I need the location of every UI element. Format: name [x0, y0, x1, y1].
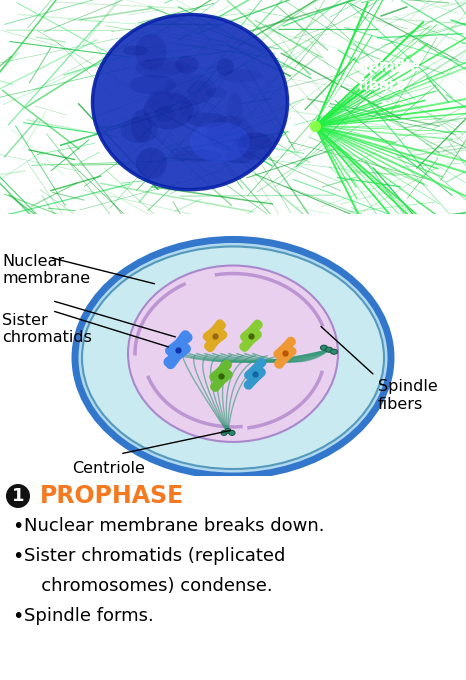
Ellipse shape — [187, 113, 228, 127]
Ellipse shape — [143, 92, 193, 129]
Ellipse shape — [330, 350, 337, 354]
Ellipse shape — [221, 430, 227, 435]
Circle shape — [6, 484, 30, 508]
Ellipse shape — [135, 34, 166, 69]
Ellipse shape — [128, 265, 338, 442]
Ellipse shape — [155, 106, 175, 122]
Text: Nuclear
membrane: Nuclear membrane — [2, 254, 90, 286]
Text: Spindle
fibers: Spindle fibers — [378, 379, 438, 412]
Ellipse shape — [92, 14, 288, 190]
Text: 1: 1 — [12, 487, 24, 505]
Ellipse shape — [171, 150, 222, 163]
Ellipse shape — [130, 75, 176, 95]
Ellipse shape — [121, 117, 158, 143]
Ellipse shape — [224, 150, 254, 163]
Ellipse shape — [179, 100, 199, 118]
Text: Centriole: Centriole — [72, 461, 145, 476]
Text: Nuclear membrane breaks down.: Nuclear membrane breaks down. — [24, 517, 324, 535]
Ellipse shape — [131, 109, 152, 142]
Ellipse shape — [206, 116, 254, 151]
Ellipse shape — [321, 345, 328, 350]
Ellipse shape — [227, 92, 243, 130]
Ellipse shape — [82, 246, 384, 469]
Text: Sister chromatids (replicated: Sister chromatids (replicated — [24, 547, 285, 565]
Text: Sister
chromatids: Sister chromatids — [2, 313, 92, 345]
Ellipse shape — [75, 239, 391, 476]
Ellipse shape — [234, 133, 279, 150]
Text: •: • — [12, 547, 23, 566]
Ellipse shape — [123, 46, 148, 56]
Ellipse shape — [325, 347, 333, 352]
Text: chromosomes) condense.: chromosomes) condense. — [24, 577, 273, 595]
Text: •: • — [12, 517, 23, 536]
Ellipse shape — [238, 132, 272, 160]
Ellipse shape — [187, 80, 212, 103]
Text: PROPHASE: PROPHASE — [40, 484, 184, 508]
Ellipse shape — [218, 69, 262, 82]
Ellipse shape — [229, 430, 235, 435]
Ellipse shape — [190, 122, 250, 162]
Ellipse shape — [165, 73, 216, 105]
Ellipse shape — [149, 63, 193, 74]
Ellipse shape — [206, 88, 227, 98]
Ellipse shape — [136, 58, 184, 78]
Ellipse shape — [217, 58, 234, 75]
Ellipse shape — [148, 90, 174, 113]
Text: Spindle forms.: Spindle forms. — [24, 607, 154, 625]
Text: •: • — [12, 607, 23, 626]
Ellipse shape — [136, 148, 167, 179]
Ellipse shape — [225, 428, 231, 433]
Ellipse shape — [175, 56, 199, 74]
Text: Spindle
fibers: Spindle fibers — [358, 59, 420, 92]
